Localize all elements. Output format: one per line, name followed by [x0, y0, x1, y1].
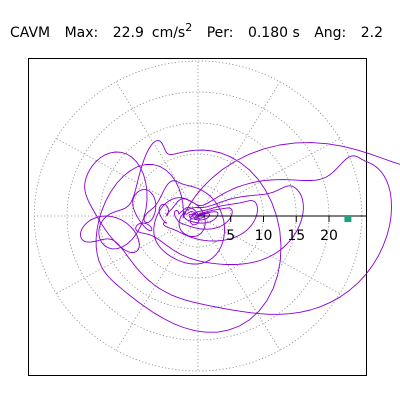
radial-tick-label-15: 15: [287, 228, 305, 244]
peak-marker-group: [344, 215, 352, 223]
max-unit: cm/s: [151, 25, 186, 41]
max-label: Max:: [64, 25, 99, 41]
max-value: 22.9: [112, 25, 144, 41]
period-value: 0.180 s: [247, 25, 300, 41]
component-name: CAVM: [10, 25, 51, 41]
peak-marker: [344, 215, 352, 223]
radial-tick-label-5: 5: [226, 228, 235, 244]
period-label: Per:: [206, 25, 234, 41]
grid-spoke-120: [115, 81, 199, 217]
grid-spoke-300: [197, 215, 281, 351]
angle-label: Ang:: [314, 25, 347, 41]
radial-axis: [198, 215, 367, 222]
grid-spoke-210: [55, 215, 199, 294]
max-unit-exponent: 2: [185, 21, 193, 34]
angle-value: 2.2: [360, 25, 383, 41]
radial-tick-labels: 5 10 15 20: [226, 228, 338, 244]
orbit-trace: [79, 140, 400, 333]
radial-tick-label-20: 20: [320, 228, 338, 244]
grid-spoke-240: [115, 215, 199, 351]
radial-tick-label-10: 10: [255, 228, 273, 244]
grid-spoke-150: [55, 138, 199, 217]
grid-spoke-60: [197, 81, 281, 217]
orbit-series-line: [79, 140, 400, 333]
grid-spoke-30: [197, 138, 341, 217]
record-header: CAVM Max: 22.9 cm/s2 Per: 0.180 s Ang: 2.…: [10, 18, 383, 41]
